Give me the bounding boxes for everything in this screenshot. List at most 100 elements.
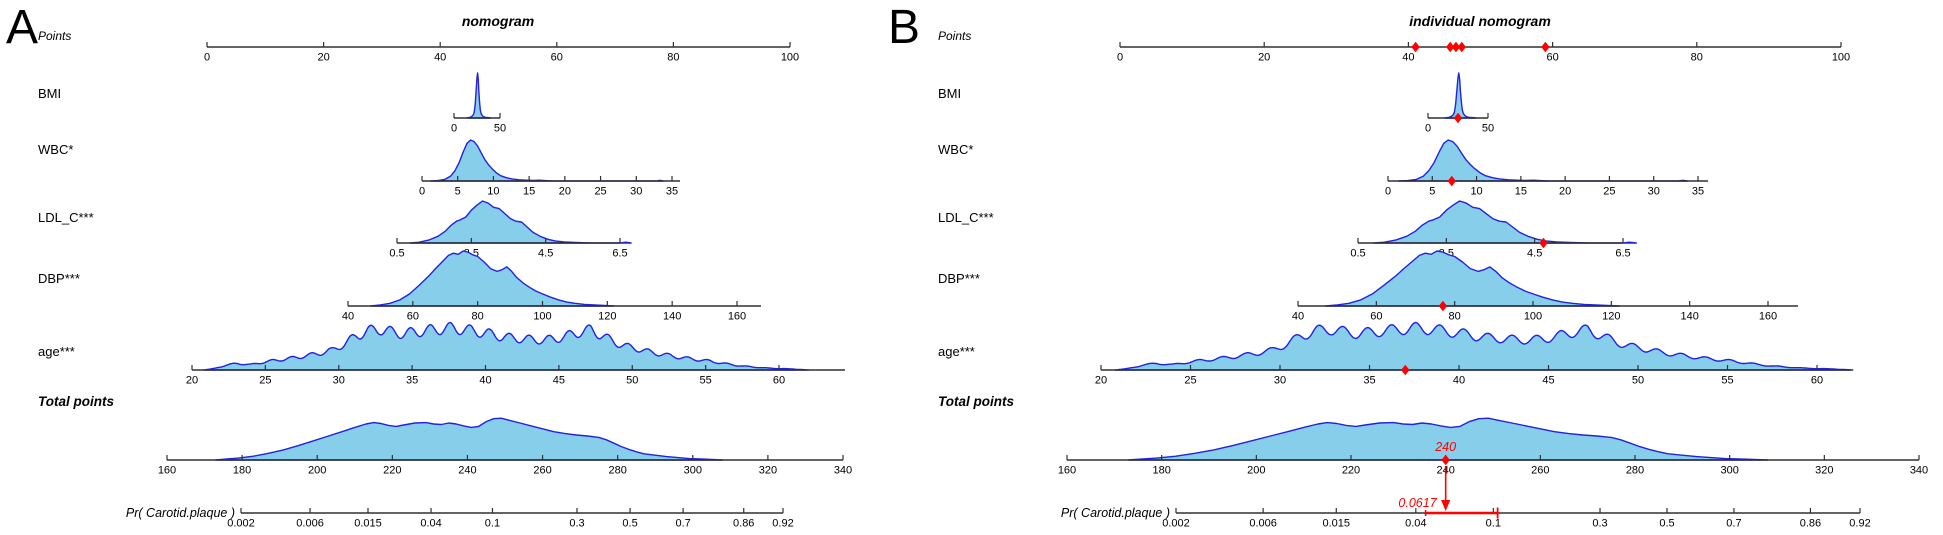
row-label-BMI: BMI xyxy=(38,86,61,101)
tick-label: 35 xyxy=(406,375,418,387)
density-BMI xyxy=(466,72,492,119)
row-label-DBP: DBP*** xyxy=(938,271,980,286)
tick-label: 20 xyxy=(186,375,198,387)
tick-label: 160 xyxy=(1058,465,1076,477)
tick-label: 20 xyxy=(559,186,571,198)
tick-label: 55 xyxy=(700,375,712,387)
tick-label: 4.5 xyxy=(538,248,553,260)
tick-label: 300 xyxy=(1720,465,1738,477)
density-DBP xyxy=(1324,250,1620,307)
tick-label: 25 xyxy=(594,186,606,198)
panel-a-letter: A xyxy=(6,1,39,54)
tick-label: 100 xyxy=(781,52,799,64)
tick-label: 300 xyxy=(684,465,702,477)
tick-label: 260 xyxy=(1531,465,1549,477)
tick-label: 40 xyxy=(1292,311,1304,323)
tick-label: 160 xyxy=(1759,311,1777,323)
tick-label: 25 xyxy=(1184,375,1196,387)
row-age: 20 25 30 35 40 45 50 55 60 age*** xyxy=(38,321,845,387)
density-DBP xyxy=(370,250,615,307)
tick-label: 340 xyxy=(1910,465,1928,477)
tick-label: 40 xyxy=(342,311,354,323)
density-age xyxy=(203,321,810,371)
tick-label: 0.002 xyxy=(227,518,255,530)
tick-label: 0.3 xyxy=(1592,518,1607,530)
tick-label: 100 xyxy=(1832,52,1850,64)
tick-label: 80 xyxy=(667,52,679,64)
row-age: 20 25 30 35 40 45 50 55 60 age*** xyxy=(938,321,1854,387)
row-DBP: 40 60 80 100 120 140 160 DBP*** xyxy=(38,250,761,323)
tick-label: 50 xyxy=(1482,123,1494,135)
marker-diamond xyxy=(1451,41,1461,53)
density-age xyxy=(1114,321,1854,371)
tick-label: 80 xyxy=(472,311,484,323)
row-label-WBC: WBC* xyxy=(938,142,973,157)
tick-label: 0.5 xyxy=(389,248,404,260)
tick-label: 30 xyxy=(333,375,345,387)
marker-arrow-head xyxy=(1441,500,1451,511)
tick-label: 0.92 xyxy=(1849,518,1870,530)
tick-label: 320 xyxy=(759,465,777,477)
row-total: 160 180 200 220 240 260 280 300 320 340 Total poin… xyxy=(38,394,852,477)
tick-label: 280 xyxy=(1626,465,1644,477)
row-points: 0 20 40 60 80 100 Points xyxy=(938,29,1850,64)
tick-label: 0.7 xyxy=(675,518,690,530)
tick-label: 60 xyxy=(407,311,419,323)
panel-a-title: nomogram xyxy=(461,13,535,29)
marker-diamond xyxy=(1438,300,1448,312)
tick-label: 20 xyxy=(1258,52,1270,64)
tick-label: 55 xyxy=(1721,375,1733,387)
row-label-BMI: BMI xyxy=(938,86,961,101)
tick-label: 20 xyxy=(1559,186,1571,198)
row-label-points: Points xyxy=(38,29,71,43)
density-LDL_C xyxy=(409,200,632,244)
tick-label: 0.7 xyxy=(1726,518,1741,530)
tick-label: 15 xyxy=(1515,186,1527,198)
panel-b-title: individual nomogram xyxy=(1409,13,1551,29)
row-label-age: age*** xyxy=(938,344,975,359)
panel-b-chart: 0 20 40 60 80 100 Points 0 50 BMI 0 5 10 15 20 25 30 35 WB… xyxy=(938,29,1928,530)
row-WBC: 0 5 10 15 20 25 30 35 WBC* xyxy=(38,139,680,198)
tick-label: 0.86 xyxy=(733,518,754,530)
tick-label: 30 xyxy=(1648,186,1660,198)
tick-label: 200 xyxy=(308,465,326,477)
tick-label: 0.006 xyxy=(296,518,324,530)
tick-label: 0.04 xyxy=(1405,518,1426,530)
tick-label: 140 xyxy=(1680,311,1698,323)
marker-diamond xyxy=(1441,454,1450,466)
tick-label: 220 xyxy=(1342,465,1360,477)
row-label-DBP: DBP*** xyxy=(38,271,80,286)
row-DBP: 40 60 80 100 120 140 160 DBP*** xyxy=(938,250,1798,323)
tick-label: 30 xyxy=(1274,375,1286,387)
tick-label: 0.5 xyxy=(1659,518,1674,530)
tick-label: 35 xyxy=(1692,186,1704,198)
row-label-total: Total points xyxy=(38,394,114,409)
density-total xyxy=(1127,417,1769,461)
row-points: 0 20 40 60 80 100 Points xyxy=(38,29,799,64)
marker-diamond xyxy=(1401,364,1410,376)
marker-diamond xyxy=(1539,237,1548,249)
row-pr: 0.002 0.006 0.015 0.04 0.1 0.3 0.5 0.7 0.86 0.92 P… xyxy=(126,506,794,530)
tick-label: 0.3 xyxy=(569,518,584,530)
tick-label: 0.002 xyxy=(1162,518,1190,530)
tick-label: 45 xyxy=(1542,375,1554,387)
row-BMI: 0 50 BMI xyxy=(938,72,1494,135)
tick-label: 240 xyxy=(458,465,476,477)
marker-diamond xyxy=(1457,41,1466,53)
tick-label: 60 xyxy=(551,52,563,64)
tick-label: 0.006 xyxy=(1249,518,1277,530)
tick-label: 60 xyxy=(1811,375,1823,387)
marker-diamond xyxy=(1411,41,1420,53)
row-BMI: 0 50 BMI xyxy=(38,72,506,135)
row-total: 160 180 200 220 240 260 280 300 320 340 Total poin… xyxy=(938,394,1928,511)
tick-label: 180 xyxy=(233,465,251,477)
tick-label: 6.5 xyxy=(612,248,627,260)
tick-label: 6.5 xyxy=(1615,248,1630,260)
tick-label: 15 xyxy=(523,186,535,198)
tick-label: 0.04 xyxy=(420,518,441,530)
tick-label: 50 xyxy=(626,375,638,387)
density-total xyxy=(215,417,724,461)
tick-label: 260 xyxy=(533,465,551,477)
